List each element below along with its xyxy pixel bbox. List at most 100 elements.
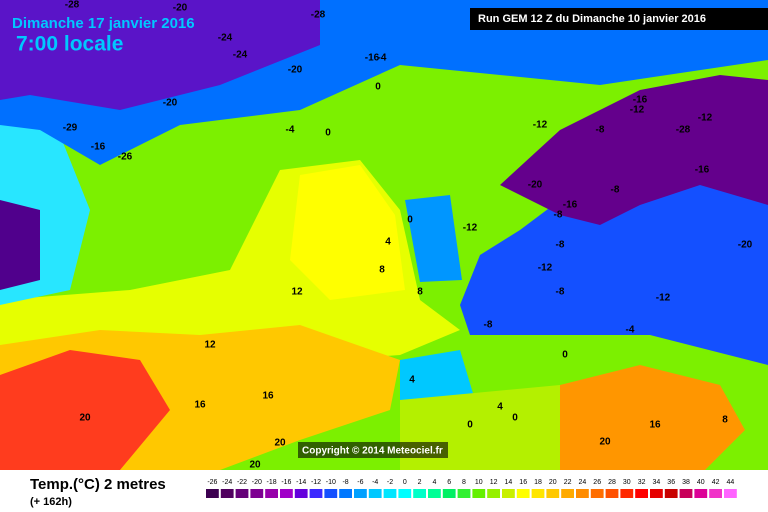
scale-swatch xyxy=(605,489,619,498)
scale-label: 44 xyxy=(727,479,735,486)
scale-label: -10 xyxy=(326,479,336,486)
contour-label: -16 xyxy=(365,53,380,64)
scale-label: -2 xyxy=(387,479,393,486)
scale-label: -26 xyxy=(207,479,217,486)
contour-label: 20 xyxy=(274,438,286,449)
contour-label: 8 xyxy=(722,415,728,426)
contour-label: 0 xyxy=(325,128,331,139)
scale-swatch xyxy=(664,489,678,498)
scale-swatch xyxy=(383,489,397,498)
contour-label: -8 xyxy=(484,320,493,331)
scale-label: 10 xyxy=(475,479,483,486)
contour-label: -16 xyxy=(563,200,578,211)
contour-label: -12 xyxy=(538,263,553,274)
scale-label: 12 xyxy=(490,479,498,486)
contour-label: -8 xyxy=(556,240,565,251)
scale-label: 30 xyxy=(623,479,631,486)
contour-label: 20 xyxy=(599,437,611,448)
hot-zone xyxy=(0,350,170,470)
scale-swatch xyxy=(679,489,693,498)
scale-label: 6 xyxy=(447,479,451,486)
scale-label: -16 xyxy=(281,479,291,486)
scale-label: -24 xyxy=(222,479,232,486)
contour-label: 8 xyxy=(417,287,423,298)
scale-label: 36 xyxy=(667,479,675,486)
contour-label: -12 xyxy=(630,105,645,116)
scale-label: 2 xyxy=(418,479,422,486)
scale-label: -14 xyxy=(296,479,306,486)
scale-swatch xyxy=(309,489,323,498)
scale-swatch xyxy=(531,489,545,498)
legend-title: Temp.(°C) 2 metres xyxy=(30,476,166,493)
contour-label: 0 xyxy=(562,350,568,361)
scale-swatch xyxy=(368,489,382,498)
scale-label: 24 xyxy=(579,479,587,486)
scale-swatch xyxy=(235,489,249,498)
contour-label: -12 xyxy=(463,223,478,234)
time: 7:00 locale xyxy=(16,33,123,56)
date: Dimanche 17 janvier 2016 xyxy=(12,15,195,32)
run-banner xyxy=(470,8,768,30)
contour-label: 0 xyxy=(407,215,413,226)
scale-swatch xyxy=(576,489,589,498)
contour-label: -20 xyxy=(163,98,178,109)
scale-swatch xyxy=(635,489,648,498)
contour-label: 12 xyxy=(291,287,303,298)
contour-label: 12 xyxy=(204,340,216,351)
scale-swatch xyxy=(280,489,293,498)
contour-label: 0 xyxy=(512,413,518,424)
scale-swatch xyxy=(428,489,441,498)
scale-label: -4 xyxy=(372,479,378,486)
warm-zone xyxy=(290,165,405,300)
cold-zone xyxy=(0,200,40,290)
scale-label: 42 xyxy=(712,479,720,486)
scale-label: 0 xyxy=(403,479,407,486)
contour-label: 20 xyxy=(249,460,261,471)
cold-zone xyxy=(500,75,768,225)
cold-zone xyxy=(0,0,320,110)
scale-label: -20 xyxy=(252,479,262,486)
scale-swatch xyxy=(472,489,486,498)
scale-label: 40 xyxy=(697,479,705,486)
scale-swatch xyxy=(516,489,530,498)
copyright-box xyxy=(298,442,448,458)
contour-label: -28 xyxy=(65,0,80,11)
scale-label: -6 xyxy=(357,479,363,486)
scale-swatch xyxy=(457,489,471,498)
scale-swatch xyxy=(442,489,456,498)
contour-label: -20 xyxy=(738,240,753,251)
contour-label: -29 xyxy=(63,123,78,134)
contour-label: -4 xyxy=(378,53,387,64)
scale-swatch xyxy=(590,489,604,498)
contour-label: -16 xyxy=(633,95,648,106)
contour-label: -20 xyxy=(173,3,188,14)
scale-swatch xyxy=(413,489,426,498)
scale-label: 26 xyxy=(593,479,601,486)
contour-label: -8 xyxy=(611,185,620,196)
contour-label: -16 xyxy=(695,165,710,176)
contour-label: -8 xyxy=(556,287,565,298)
contour-label: -4 xyxy=(626,325,635,336)
scale-label: 34 xyxy=(653,479,661,486)
scale-label: -8 xyxy=(342,479,348,486)
scale-swatch xyxy=(294,489,308,498)
legend-subtitle: (+ 162h) xyxy=(30,496,72,508)
contour-label: -4 xyxy=(286,125,295,136)
scale-label: 20 xyxy=(549,479,557,486)
scale-label: 16 xyxy=(519,479,527,486)
scale-swatch xyxy=(220,489,234,498)
scale-swatch xyxy=(398,489,412,498)
contour-label: -24 xyxy=(233,50,248,61)
contour-label: 0 xyxy=(467,420,473,431)
scale-swatch xyxy=(265,489,278,498)
copyright: Copyright © 2014 Meteociel.fr xyxy=(302,446,443,457)
color-scale: -26 -24 -22 -20 -18 -16 -14 -12 -10 -8 -6 -4 -2 0 2 4 6 8… xyxy=(206,479,737,498)
contour-label: -20 xyxy=(288,65,303,76)
map-labels: -28 -20 -24 -28 -24 -20 -16 -20 -29 -16 -26 -4 0 -4 0 -… xyxy=(63,0,753,471)
scale-swatch xyxy=(354,489,367,498)
contour-label: -28 xyxy=(311,10,326,21)
map xyxy=(0,0,768,470)
scale-label: 22 xyxy=(564,479,572,486)
scale-swatch xyxy=(546,489,560,498)
